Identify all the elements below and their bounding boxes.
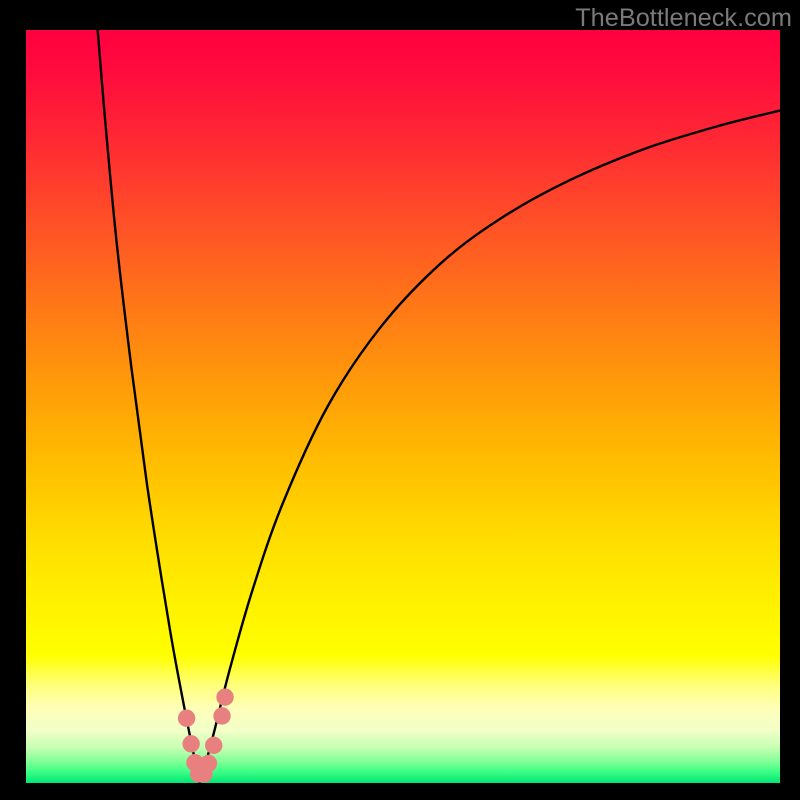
data-marker: [217, 689, 233, 705]
chart-stage: TheBottleneck.com: [0, 0, 800, 800]
data-marker: [214, 708, 230, 724]
data-marker: [200, 755, 216, 771]
data-marker: [183, 736, 199, 752]
chart-background-gradient: [26, 30, 780, 783]
watermark-text: TheBottleneck.com: [575, 4, 792, 33]
data-marker: [206, 737, 222, 753]
bottleneck-curve-chart: [26, 30, 780, 783]
data-marker: [178, 710, 194, 726]
